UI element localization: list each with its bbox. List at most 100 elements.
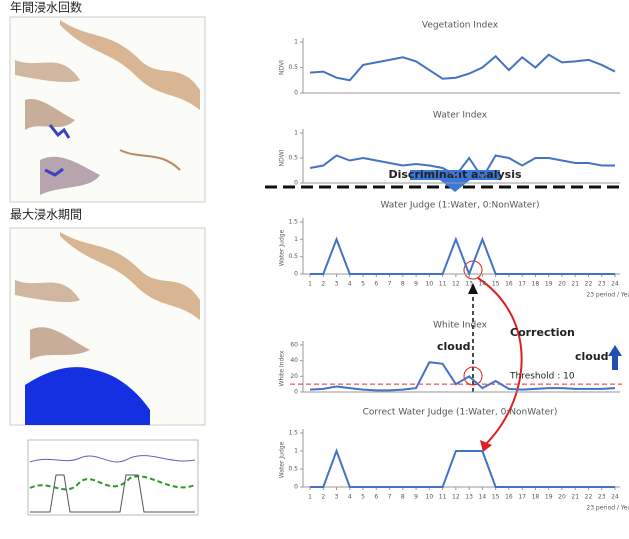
x-tick-label: 2 [321,281,325,288]
x-tick-label: 5 [361,281,365,288]
chart-title: Water Judge (1:Water, 0:NonWater) [380,201,539,211]
x-tick-label: 10 [426,494,434,501]
x-tick-label: 21 [571,494,579,501]
y-axis-label: Water Judge [279,229,286,266]
annotation: cloud [575,350,609,363]
x-tick-label: 15 [492,281,500,288]
x-tick-label: 14 [479,494,487,501]
y-tick-label: 0 [294,271,298,278]
x-tick-label: 1 [308,494,312,501]
map-title: 年間浸水回数 [10,0,82,15]
correction-arrow [477,277,523,446]
x-tick-label: 20 [558,494,566,501]
x-tick-label: 12 [452,494,460,501]
x-tick-label: 1 [308,281,312,288]
x-tick-label: 16 [505,281,513,288]
x-tick-label: 21 [571,281,579,288]
x-tick-label: 8 [401,494,405,501]
data-line [310,448,615,488]
y-tick-label: 60 [290,342,298,349]
x-tick-label: 8 [401,281,405,288]
arrowhead [468,283,478,294]
x-tick-label: 23 [598,281,606,288]
x-tick-label: 6 [374,281,378,288]
data-line [309,361,616,392]
arrow [410,170,500,192]
arrowhead [480,440,492,452]
highlight [463,366,483,386]
highlight [463,260,483,280]
x-tick-label: 7 [388,494,392,501]
data-line [310,236,615,277]
x-tick-label: 9 [414,494,418,501]
annotation: cloud [437,340,471,353]
x-tick-label: 12 [452,281,460,288]
y-axis-label: NDVI [279,60,286,75]
y-axis-label: NDWI [279,149,286,166]
x-tick-label: 11 [439,494,447,501]
x-tick-label: 16 [505,494,513,501]
arrow [608,345,622,370]
x-tick-label: 17 [518,281,526,288]
y-tick-label: 20 [290,373,298,380]
x-tick-label: 15 [492,494,500,501]
x-tick-label: 22 [585,281,593,288]
y-tick-label: 0 [294,90,298,97]
y-tick-label: 0 [294,180,298,187]
x-tick-label: 9 [414,281,418,288]
x-tick-label: 18 [532,281,540,288]
x-tick-label: 19 [545,494,553,501]
x-tick-label: 19 [545,281,553,288]
y-tick-label: 0 [294,484,298,491]
data-line [309,53,616,82]
y-tick-label: 1 [294,448,298,455]
y-tick-label: 0.5 [288,64,298,71]
map-title: 最大浸水期間 [10,208,82,222]
y-tick-label: 0.5 [288,253,298,260]
x-tick-label: 18 [532,494,540,501]
x-tick-label: 20 [558,281,566,288]
y-tick-label: 0 [294,389,298,396]
map-1 [9,16,206,203]
x-tick-label: 23 [598,494,606,501]
x-tick-label: 13 [465,494,473,501]
chart-title: Water Index [433,111,488,121]
y-tick-label: 0.5 [288,466,298,473]
y-tick-label: 40 [290,357,298,364]
threshold-label: Threshold : 10 [509,372,575,382]
x-tick-label: 22 [585,494,593,501]
y-tick-label: 0.5 [288,155,298,162]
x-tick-label: 7 [388,281,392,288]
x-tick-label: 3 [335,494,339,501]
data-line [309,154,615,180]
y-tick-label: 1 [294,39,298,46]
y-tick-label: 1 [294,130,298,137]
annotation: Correction [510,326,575,339]
y-tick-label: 1 [294,236,298,243]
x-tick-label: 11 [439,281,447,288]
x-tick-label: 24 [611,281,619,288]
x-tick-label: 24 [611,494,619,501]
x-tick-label: 17 [518,494,526,501]
y-tick-label: 1.5 [288,219,298,226]
x-tick-label: 10 [426,281,434,288]
x-tick-label: 14 [479,281,487,288]
x-tick-label: 5 [361,494,365,501]
x-axis-label: 23 period / Year [586,505,629,512]
y-axis-label: Water Judge [279,441,286,478]
x-tick-label: 4 [348,494,352,501]
x-tick-label: 3 [335,281,339,288]
chart-title: White Index [433,321,487,331]
chart-title: Vegetation Index [422,21,499,31]
chart-title: Correct Water Judge (1:Water, 0:NonWater… [363,408,558,418]
y-axis-label: White Index [279,350,286,386]
x-tick-label: 6 [374,494,378,501]
x-tick-label: 4 [348,281,352,288]
x-tick-label: 2 [321,494,325,501]
x-axis-label: 23 period / Year [586,292,629,299]
y-tick-label: 1.5 [288,430,298,437]
mini-chart [27,439,199,516]
x-tick-label: 13 [465,281,473,288]
map-2 [9,227,206,426]
